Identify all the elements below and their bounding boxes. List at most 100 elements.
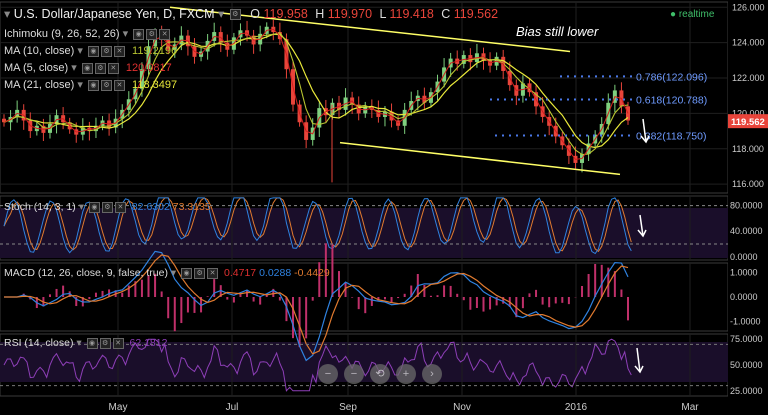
last-price-tag bbox=[728, 114, 768, 129]
realtime-status: ● realtime bbox=[670, 9, 714, 20]
indicator-ma21[interactable]: MA (21, close) ▾ ◉ ⚙ ✕ 118.3497 bbox=[4, 79, 178, 91]
close-value: 119.562 bbox=[453, 7, 499, 21]
high-value: 119.970 bbox=[327, 7, 373, 21]
chart-title-row: ▾ U.S. Dollar/Japanese Yen, D, FXCM ▾ ⚙ … bbox=[4, 7, 499, 21]
fib-level-label: 0.786(122.096) bbox=[636, 71, 707, 83]
close-icon[interactable]: ✕ bbox=[113, 79, 125, 91]
close-icon[interactable]: ✕ bbox=[113, 45, 125, 57]
y-tick-label: 124.000 bbox=[732, 38, 765, 48]
ma10-value: 119.2196 bbox=[132, 45, 178, 57]
rsi-value: 62.1812 bbox=[129, 337, 168, 349]
chart-navigation: − − ⟲ + › bbox=[318, 364, 442, 386]
close-icon[interactable]: ✕ bbox=[107, 62, 119, 74]
macd-line bbox=[4, 250, 629, 362]
settings-icon[interactable]: ⚙ bbox=[100, 79, 112, 91]
dropdown-icon[interactable]: ▾ bbox=[170, 267, 177, 279]
indicator-ma10[interactable]: MA (10, close) ▾ ◉ ⚙ ✕ 119.2196 bbox=[4, 45, 178, 57]
fib-level-label: 0.382(118.750) bbox=[636, 131, 706, 143]
visibility-icon[interactable]: ◉ bbox=[181, 267, 193, 279]
zoom-out-button[interactable]: − bbox=[318, 364, 338, 384]
title-dropdown-icon[interactable]: ▾ bbox=[218, 7, 225, 21]
bias-annotation: Bias still lower bbox=[516, 24, 599, 39]
indicator-ichimoku[interactable]: Ichimoku (9, 26, 52, 26) ▾ ◉ ⚙ ✕ bbox=[4, 27, 171, 40]
lower-trendline bbox=[339, 141, 621, 176]
y-axis-panel bbox=[728, 0, 768, 415]
down-arrow-icon bbox=[636, 347, 641, 373]
macd-header[interactable]: MACD (12, 26, close, 9, false, true) ▾ ◉… bbox=[4, 267, 330, 279]
visibility-icon[interactable]: ◉ bbox=[81, 62, 93, 74]
visibility-icon[interactable]: ◉ bbox=[133, 28, 145, 40]
close-icon[interactable]: ✕ bbox=[112, 337, 124, 349]
y-tick-label: 118.000 bbox=[732, 144, 764, 154]
close-icon[interactable]: ✕ bbox=[114, 201, 126, 213]
x-tick-label: Jul bbox=[226, 402, 239, 413]
stoch-y-tick: 80.0000 bbox=[730, 201, 763, 211]
dropdown-icon[interactable]: ▾ bbox=[122, 28, 129, 40]
settings-icon[interactable]: ⚙ bbox=[194, 267, 206, 279]
stoch-header[interactable]: Stoch (14, 3, 1) ▾ ◉ ⚙ ✕ 82.6302 73.3135 bbox=[4, 201, 211, 213]
stoch-d-value: 73.3135 bbox=[172, 201, 211, 213]
realtime-dot-icon: ● bbox=[670, 9, 677, 20]
dropdown-icon[interactable]: ▾ bbox=[76, 337, 82, 349]
x-tick-label: May bbox=[109, 402, 128, 413]
macd-hist-value: 0.4717 bbox=[224, 267, 257, 279]
x-tick-label: Sep bbox=[339, 402, 357, 413]
dropdown-icon[interactable]: ▾ bbox=[77, 79, 83, 91]
settings-icon[interactable]: ⚙ bbox=[100, 45, 112, 57]
rsi-y-tick: 25.0000 bbox=[730, 386, 763, 396]
zoom-in-button[interactable]: + bbox=[396, 364, 416, 384]
stoch-k-value: 82.6302 bbox=[131, 201, 170, 213]
settings-icon[interactable]: ⚙ bbox=[229, 9, 241, 21]
down-arrow-icon-head bbox=[634, 365, 644, 374]
macd-line-value: 0.0288 bbox=[259, 267, 292, 279]
scroll-right-button[interactable]: › bbox=[422, 364, 442, 384]
rsi-y-tick: 75.0000 bbox=[730, 334, 763, 344]
scroll-left-button[interactable]: − bbox=[344, 364, 364, 384]
stoch-k-line bbox=[3, 197, 632, 255]
reset-button[interactable]: ⟲ bbox=[370, 364, 390, 384]
x-tick-label: 2016 bbox=[565, 402, 588, 413]
fib-level-label: 0.618(120.788) bbox=[636, 94, 707, 106]
down-arrow-icon-head bbox=[640, 135, 650, 144]
last-price-label: 119.562 bbox=[731, 117, 765, 128]
dropdown-icon[interactable]: ▾ bbox=[78, 201, 84, 213]
settings-icon[interactable]: ⚙ bbox=[101, 201, 113, 213]
macd-y-tick: 1.0000 bbox=[730, 268, 758, 278]
rsi-line bbox=[3, 338, 632, 392]
down-arrow-icon bbox=[639, 214, 644, 237]
candle-body bbox=[2, 118, 6, 123]
stoch-y-tick: 0.0000 bbox=[730, 252, 758, 262]
visibility-icon[interactable]: ◉ bbox=[87, 45, 99, 57]
realtime-label: realtime bbox=[678, 9, 715, 20]
dropdown-icon[interactable]: ▾ bbox=[77, 45, 83, 57]
dropdown-icon[interactable]: ▾ bbox=[71, 62, 77, 74]
ma5-line bbox=[3, 28, 629, 160]
visibility-icon[interactable]: ◉ bbox=[88, 201, 100, 213]
dropdown-icon[interactable]: ▾ bbox=[4, 7, 11, 21]
visibility-icon[interactable]: ◉ bbox=[87, 79, 99, 91]
close-icon[interactable]: ✕ bbox=[159, 28, 171, 40]
macd-signal-line bbox=[4, 254, 629, 355]
settings-icon[interactable]: ⚙ bbox=[94, 62, 106, 74]
open-value: 119.958 bbox=[263, 7, 308, 21]
chart-title: U.S. Dollar/Japanese Yen, D, FXCM bbox=[13, 7, 215, 21]
down-arrow-icon bbox=[642, 118, 647, 143]
rsi-header[interactable]: RSI (14, close) ▾ ◉ ⚙ ✕ 62.1812 bbox=[4, 337, 168, 349]
stoch-d-line bbox=[3, 197, 632, 253]
indicator-ma5[interactable]: MA (5, close) ▾ ◉ ⚙ ✕ 120.0817 bbox=[4, 62, 172, 74]
close-icon[interactable]: ✕ bbox=[207, 267, 219, 279]
rsi-y-tick: 50.0000 bbox=[730, 360, 763, 370]
y-tick-label: 116.000 bbox=[732, 179, 764, 189]
y-tick-label: 122.000 bbox=[732, 73, 765, 83]
x-tick-label: Nov bbox=[453, 402, 471, 413]
settings-icon[interactable]: ⚙ bbox=[99, 337, 111, 349]
visibility-icon[interactable]: ◉ bbox=[86, 337, 98, 349]
ma21-line bbox=[3, 33, 629, 149]
candle-body bbox=[626, 106, 630, 121]
ma21-value: 118.3497 bbox=[132, 79, 178, 91]
ma5-value: 120.0817 bbox=[125, 62, 172, 74]
macd-y-tick: 0.0000 bbox=[730, 292, 758, 302]
settings-icon[interactable]: ⚙ bbox=[146, 28, 158, 40]
macd-signal-value: -0.4429 bbox=[294, 267, 330, 279]
